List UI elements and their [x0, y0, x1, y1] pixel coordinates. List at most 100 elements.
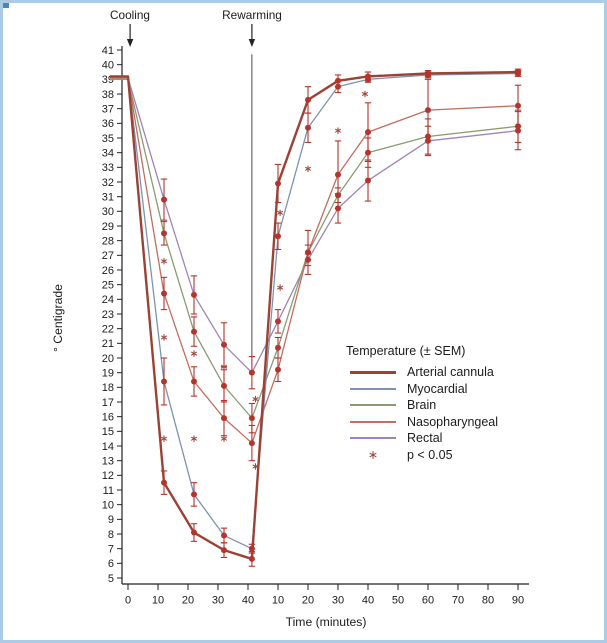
y-axis-tick-label: 21 [102, 338, 114, 350]
y-axis-tick-label: 31 [102, 191, 114, 203]
y-axis-tick-label: 25 [102, 279, 114, 291]
data-point-marker [365, 177, 371, 184]
data-point-marker [221, 415, 227, 422]
legend-label: Myocardial [407, 381, 468, 396]
x-axis-tick-label: 50 [392, 595, 404, 607]
data-point-marker [191, 378, 197, 385]
p-significance-marker [277, 210, 284, 215]
data-point-marker [365, 129, 371, 136]
y-axis-tick-label: 18 [102, 382, 114, 394]
data-point-marker [248, 555, 255, 562]
nasopharyngeal-line-swatch [350, 420, 396, 423]
p-significance-marker [161, 335, 167, 340]
legend-item-brain: Brain [344, 397, 534, 414]
rewarming-arrow-head [248, 39, 256, 47]
legend-label: Rectal [407, 431, 443, 446]
chart-legend: Temperature (± SEM) Arterial cannula Myo… [344, 344, 534, 463]
data-point-marker [221, 382, 227, 389]
legend-title: Temperature (± SEM) [346, 344, 466, 358]
y-axis-tick-label: 23 [102, 309, 114, 321]
legend-label: Brain [407, 398, 437, 413]
y-axis-tick-label: 19 [102, 367, 114, 379]
x-axis-tick-label: 40 [362, 595, 374, 607]
cooling-arrow-head [126, 39, 134, 47]
p-significance-marker-icon [350, 450, 396, 460]
data-point-marker [515, 127, 521, 134]
p-significance-marker [305, 166, 311, 171]
x-axis-tick-label: 30 [332, 595, 344, 607]
y-axis-tick-label: 8 [108, 529, 114, 541]
y-axis-tick-label: 14 [102, 441, 114, 453]
y-axis-tick-label: 35 [102, 133, 114, 145]
data-point-marker [275, 344, 281, 351]
data-point-marker [425, 107, 431, 114]
data-point-marker [221, 341, 227, 348]
p-significance-marker [277, 285, 284, 290]
y-axis-tick-label: 28 [102, 235, 114, 247]
data-point-marker [305, 256, 311, 263]
x-axis-tick-label: 80 [482, 595, 494, 607]
data-point-marker [191, 291, 197, 298]
arterial-cannula-line-swatch [350, 370, 396, 374]
series-line-myocardial [110, 72, 519, 550]
series-line-rectal [110, 77, 519, 374]
chart-layers: 5 6 7 8 9 10 11 12 13 14 15 16 17 18 19 20 21 22 23 24 25 26 2… [102, 24, 529, 607]
legend-label: Arterial cannula [407, 365, 494, 380]
data-point-marker [221, 547, 227, 554]
data-point-marker [335, 83, 341, 90]
cooling-annotation-label: Cooling [110, 8, 150, 22]
data-point-marker [275, 233, 281, 240]
y-axis-tick-label: 20 [102, 353, 114, 365]
brain-line-swatch [350, 404, 396, 407]
y-axis-tick-label: 36 [102, 118, 114, 130]
y-axis-tick-label: 15 [102, 426, 114, 438]
data-point-marker [161, 378, 167, 385]
data-point-marker [191, 328, 197, 335]
p-significance-marker [191, 436, 197, 441]
data-point-marker [275, 318, 281, 325]
myocardial-line-swatch [350, 387, 396, 390]
p-significance-marker [221, 436, 227, 441]
data-point-marker [191, 529, 197, 536]
x-axis-tick-label: 70 [452, 595, 464, 607]
x-axis-tick-label: 40 [242, 595, 254, 607]
x-axis-title: Time (minutes) [286, 615, 367, 629]
series-line-arterial-cannula [110, 70, 519, 561]
y-axis-tick-label: 22 [102, 323, 114, 335]
y-axis-tick-label: 41 [102, 45, 114, 57]
data-point-marker [248, 440, 255, 447]
x-axis-tick-label: 20 [182, 595, 194, 607]
legend-item-arterial-cannula: Arterial cannula [344, 364, 534, 381]
p-significance-marker [191, 351, 197, 356]
p-significance-marker [335, 128, 341, 133]
y-axis-tick-label: 30 [102, 206, 114, 218]
x-axis-tick-label: 10 [272, 595, 284, 607]
data-point-marker [515, 102, 521, 109]
p-significance-marker [221, 364, 227, 369]
data-point-marker [248, 545, 255, 552]
data-point-marker [305, 96, 311, 103]
data-point-marker [305, 124, 311, 131]
data-point-marker [275, 180, 281, 187]
data-point-marker [335, 205, 341, 212]
data-point-marker [191, 491, 197, 498]
data-point-marker [515, 70, 521, 77]
data-point-marker [335, 171, 341, 178]
data-point-marker [161, 230, 167, 237]
y-axis-tick-label: 12 [102, 470, 114, 482]
p-significance-marker [161, 436, 167, 441]
data-point-marker [365, 76, 371, 83]
p-significance-marker [252, 464, 259, 469]
data-point-marker [425, 137, 431, 144]
y-axis-title: ° Centigrade [51, 284, 65, 352]
data-point-marker [221, 532, 227, 539]
y-axis-tick-label: 9 [108, 514, 114, 526]
rectal-line-swatch [350, 437, 396, 440]
data-point-marker [161, 479, 167, 486]
series-line-nasopharyngeal [110, 77, 519, 444]
y-axis-tick-label: 6 [108, 558, 114, 570]
y-axis-tick-label: 24 [102, 294, 114, 306]
y-axis-tick-label: 27 [102, 250, 114, 262]
